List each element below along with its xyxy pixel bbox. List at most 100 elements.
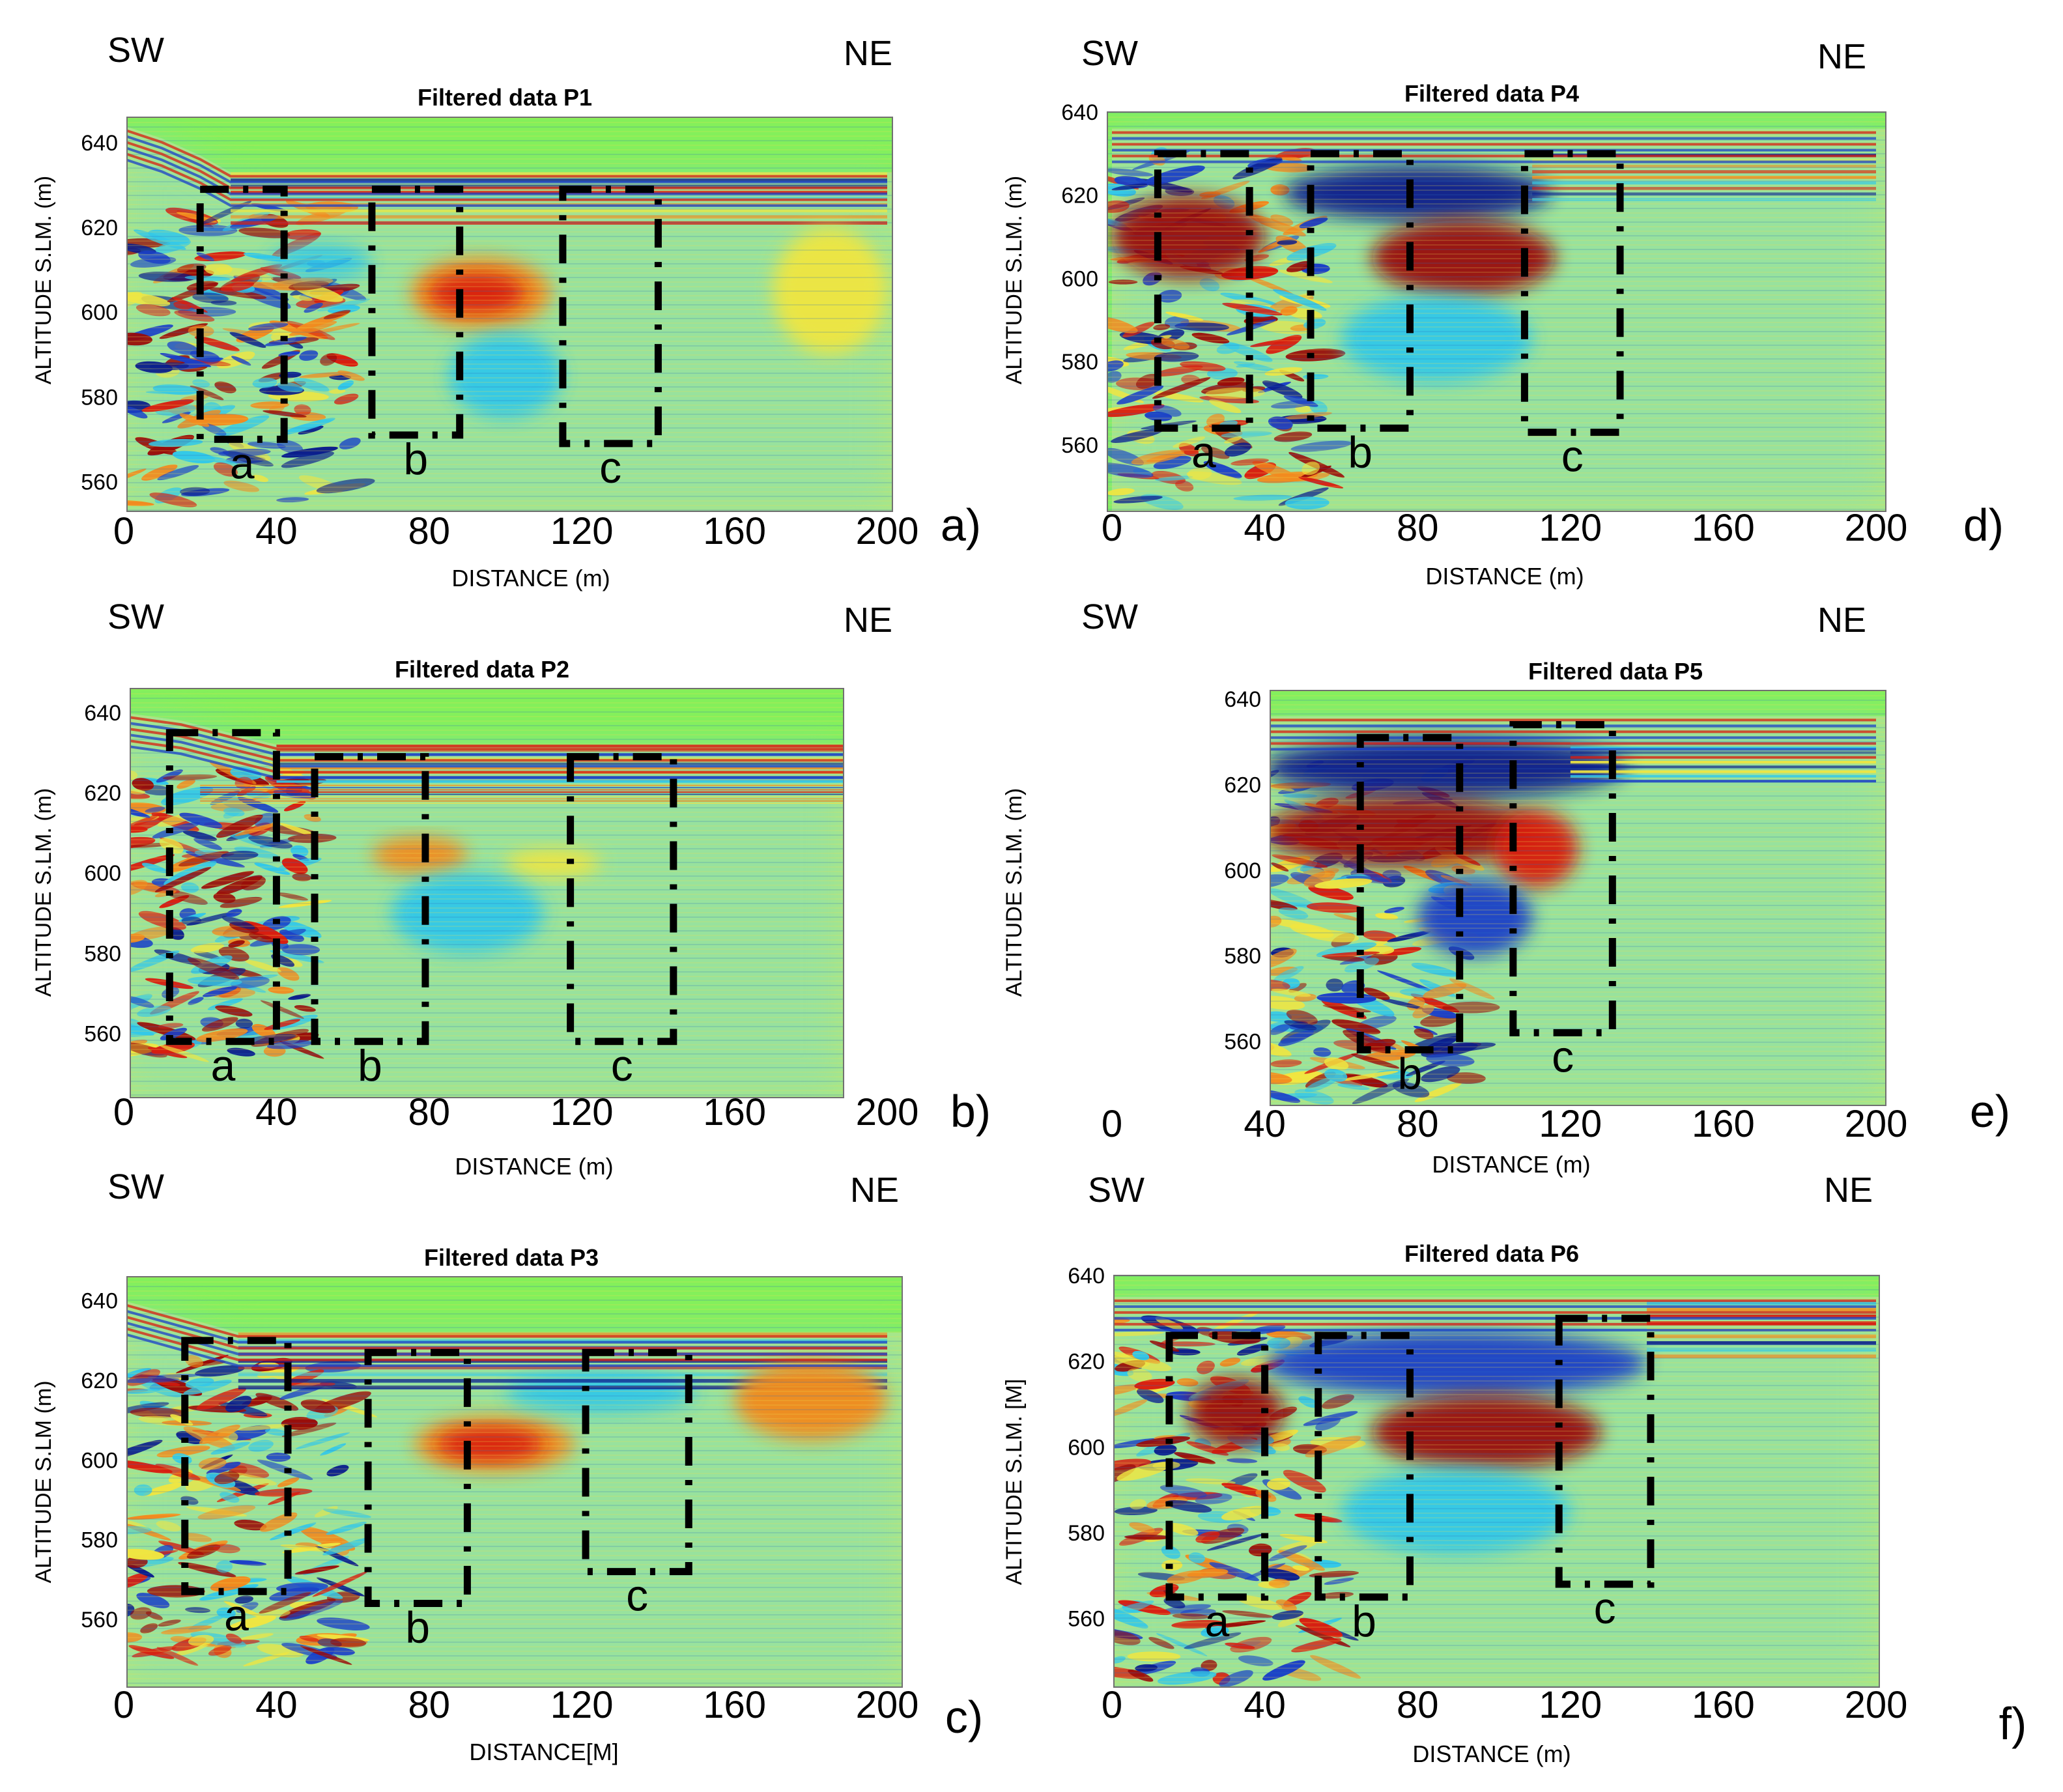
radargram-image: [1107, 112, 1886, 511]
x-tick-label: 0: [1102, 1684, 1122, 1726]
anomaly-label-a: a: [224, 1591, 249, 1640]
x-tick-label: 0: [113, 1684, 134, 1726]
y-tick-label: 600: [1061, 266, 1098, 291]
anomaly-label-c: c: [1561, 432, 1584, 481]
x-tick-label: 120: [550, 510, 614, 552]
anomaly-box-c: [567, 753, 677, 1045]
y-tick-label: 580: [84, 941, 121, 966]
x-tick-label: 40: [255, 1684, 298, 1726]
y-axis-label: ALTITUDE S.LM. (m): [1002, 176, 1027, 385]
scan-texture: [1270, 690, 1886, 1102]
anomaly-blob-dark_red: [1371, 220, 1556, 295]
x-tick-label: 40: [255, 510, 298, 552]
y-axis-label: ALTITUDE S.LM. (m): [31, 176, 56, 385]
scan-texture: [127, 1277, 902, 1684]
anomaly-blob-cyan: [448, 333, 563, 418]
y-tick-label: 600: [81, 1448, 118, 1473]
y-tick-label: 600: [84, 861, 121, 886]
x-tick-label: 200: [856, 1091, 919, 1133]
plot-frame: [130, 688, 844, 1098]
x-tick-label: 160: [703, 510, 766, 552]
x-tick-label: 120: [550, 1684, 614, 1726]
compass-ne: NE: [844, 601, 892, 640]
anomaly-blob-dark_blue: [1283, 166, 1552, 221]
y-axis-label: ALTITUDE S.LM. (m): [31, 788, 56, 997]
scan-texture: [1107, 112, 1886, 510]
anomaly-blob-orange: [734, 1360, 888, 1440]
x-axis-label: DISTANCE (m): [1412, 1741, 1571, 1767]
y-tick-label: 580: [1061, 350, 1098, 375]
y-tick-label: 600: [1224, 859, 1261, 883]
x-tick-label: 40: [1244, 507, 1286, 549]
y-tick-label: 640: [1068, 1264, 1105, 1288]
x-tick-label: 80: [408, 1684, 451, 1726]
x-tick-label: 0: [113, 510, 134, 552]
y-tick-label: 600: [1068, 1435, 1105, 1460]
radargram-image: [1114, 1275, 1879, 1687]
panel-letter: c): [945, 1692, 983, 1742]
anomaly-label-b: b: [405, 1603, 430, 1653]
x-tick-label: 120: [1539, 1684, 1602, 1726]
y-tick-label: 560: [84, 1021, 121, 1046]
x-axis-label: DISTANCE[M]: [469, 1739, 618, 1765]
anomaly-label-b: b: [1352, 1597, 1376, 1646]
y-tick-label: 560: [81, 1608, 118, 1632]
plot-frame: [1270, 690, 1886, 1106]
anomaly-label-c: c: [1552, 1032, 1574, 1081]
panel-2: a b c Filtered data P2 SW NE 0 40 80 120 160 200 640…: [31, 597, 991, 1180]
compass-sw: SW: [107, 597, 164, 636]
panel-letter: e): [1970, 1086, 2010, 1137]
y-tick-label: 640: [1224, 687, 1261, 712]
anomaly-blob-cyan: [391, 873, 544, 954]
anomaly-blob-yellow: [505, 849, 601, 877]
anomaly-box-a: [181, 1337, 292, 1595]
x-axis-label: DISTANCE (m): [1425, 563, 1584, 590]
x-tick-label: 160: [1692, 507, 1755, 549]
anomaly-blob-blue: [1417, 878, 1533, 956]
compass-ne: NE: [1824, 1171, 1873, 1210]
x-tick-label: 0: [1102, 1103, 1122, 1145]
chart-title: Filtered data P5: [1528, 658, 1703, 685]
y-axis-label: ALTITUDE S.LM. [M]: [1002, 1379, 1027, 1586]
x-tick-label: 200: [856, 1684, 919, 1726]
x-tick-label: 80: [408, 510, 451, 552]
y-tick-label: 620: [1068, 1350, 1105, 1374]
anomaly-label-b: b: [358, 1041, 382, 1090]
radargram-image: [127, 117, 892, 511]
x-tick-label: 120: [1539, 507, 1602, 549]
plot-frame: [126, 117, 893, 512]
y-tick-label: 620: [84, 781, 121, 806]
anomaly-box-b: [311, 753, 429, 1045]
surface-reflections: [1114, 1299, 1876, 1331]
reflector-band: [200, 784, 844, 804]
panel-letter: a): [941, 500, 981, 550]
anomaly-label-a: a: [1191, 427, 1216, 477]
compass-sw: SW: [1088, 1171, 1145, 1210]
panel-letter: b): [950, 1086, 991, 1137]
y-tick-label: 600: [81, 300, 118, 325]
y-tick-label: 640: [84, 701, 121, 726]
compass-ne: NE: [1817, 37, 1866, 76]
y-tick-label: 560: [1068, 1607, 1105, 1632]
anomaly-label-a: a: [210, 1041, 235, 1090]
x-tick-label: 80: [1397, 507, 1439, 549]
anomaly-blob-dark_red: [1270, 797, 1540, 866]
y-tick-label: 580: [1224, 944, 1261, 969]
x-tick-label: 160: [703, 1091, 766, 1133]
anomaly-box-c: [559, 186, 662, 448]
anomaly-blob-cyan: [268, 244, 372, 279]
chart-title: Filtered data P6: [1404, 1240, 1579, 1267]
panel-letter: f): [1999, 1698, 2027, 1749]
y-tick-label: 640: [81, 1289, 118, 1314]
anomaly-box-c: [1509, 721, 1616, 1036]
y-tick-label: 640: [81, 131, 118, 156]
x-tick-label: 0: [1102, 507, 1122, 549]
compass-ne: NE: [850, 1171, 899, 1210]
anomaly-blob-cyan: [1341, 1468, 1571, 1554]
anomaly-label-c: c: [626, 1571, 648, 1621]
anomaly-blob-orange: [371, 836, 468, 874]
y-tick-label: 580: [1068, 1521, 1105, 1546]
x-tick-label: 80: [1397, 1103, 1439, 1145]
x-tick-label: 200: [856, 510, 919, 552]
panel-6: a b c Filtered data P6 SW NE 0 40 80 120 160 200 640…: [1002, 1171, 2027, 1767]
